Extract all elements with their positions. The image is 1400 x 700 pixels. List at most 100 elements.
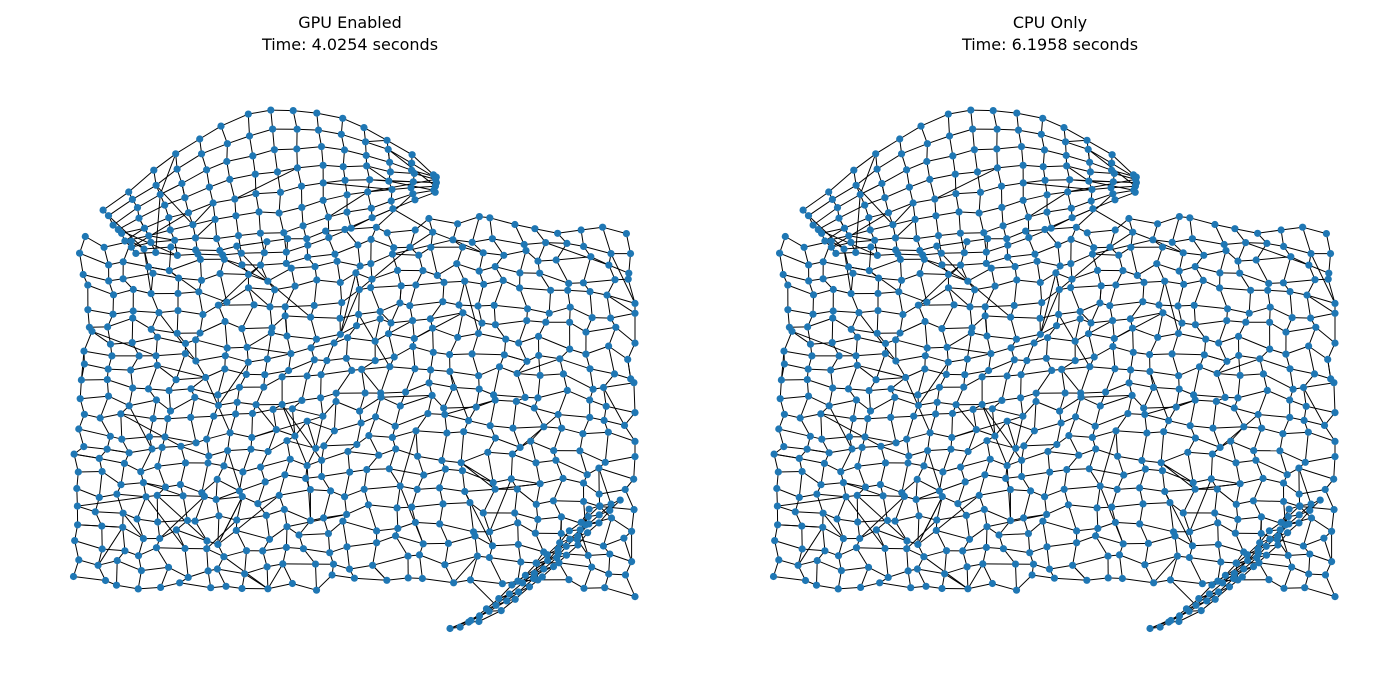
gpu-graph-edge [217,568,245,575]
cpu-graph-node [903,537,911,545]
gpu-graph-edge [464,281,479,334]
gpu-graph-edge [510,454,513,479]
gpu-graph-node [196,329,204,337]
gpu-graph-edge [389,161,412,171]
cpu-graph-node [801,576,810,585]
gpu-graph-edge [116,584,139,590]
cpu-graph-edge [974,148,997,151]
cpu-graph-node [1279,430,1287,438]
gpu-graph-edge [471,353,480,376]
gpu-graph-edge [534,228,558,234]
gpu-graph-node [628,558,636,566]
cpu-graph-edge [1305,456,1336,463]
cpu-graph-node [981,303,989,311]
cpu-graph-node [1304,428,1312,436]
cpu-graph-edge [1306,294,1336,314]
gpu-graph-node [119,258,127,266]
cpu-graph-node [1085,465,1093,473]
cpu-graph-edge [1306,294,1336,304]
cpu-graph-edge [1218,544,1244,553]
gpu-graph-node [339,163,347,171]
gpu-graph-edge [603,382,634,388]
gpu-graph-node [213,235,221,243]
gpu-graph-node [255,208,263,216]
cpu-graph-edge [843,248,852,294]
cpu-graph-node [1003,417,1011,425]
gpu-graph-edge [148,235,175,241]
cpu-graph-edge [913,198,935,204]
cpu-graph-edge [799,395,809,419]
cpu-graph-edge [1193,366,1200,396]
cpu-graph-node [1050,574,1058,582]
cpu-graph-edge [779,253,784,275]
cpu-graph-node [975,209,983,217]
gpu-graph-edge [604,587,636,598]
gpu-graph-node [621,485,629,494]
gpu-graph-node [449,383,458,391]
cpu-graph-edge [965,515,970,540]
cpu-graph-node [1215,588,1223,596]
cpu-graph-edge [997,164,1024,169]
cpu-graph-edge [906,161,927,171]
cpu-graph-node [914,401,923,409]
cpu-graph-edge [1113,181,1137,184]
gpu-graph-node [129,384,137,392]
gpu-graph-node [91,508,99,516]
gpu-graph-node [95,493,103,501]
cpu-graph-node [1276,526,1284,534]
gpu-graph-edge [368,435,380,456]
gpu-graph-edge [176,310,179,334]
gpu-graph-node [152,248,160,257]
gpu-graph-node [330,427,338,435]
cpu-graph-edge [831,318,834,343]
gpu-graph-edge [557,390,568,415]
cpu-graph-node [1299,383,1308,392]
gpu-graph-edge [366,165,390,182]
gpu-graph-node [475,213,483,221]
cpu-graph-node [840,224,849,232]
cpu-graph-node [903,166,911,174]
cpu-graph-edge [940,252,969,282]
cpu-graph-node [1069,561,1077,569]
gpu-graph-node [251,170,259,178]
gpu-graph-edge [192,202,214,226]
cpu-graph-node [1247,286,1255,294]
cpu-graph-edge [949,128,973,137]
gpu-graph-edge [453,386,480,390]
cpu-graph-edge [993,110,1017,114]
gpu-graph-node [135,352,143,360]
cpu-graph-edge [1105,368,1116,393]
gpu-graph-node [284,235,292,243]
cpu-graph-edge [980,185,1002,193]
gpu-graph-node [585,520,593,528]
cpu-graph-edge [1128,218,1158,225]
gpu-graph-node [135,214,143,222]
gpu-graph-edge [265,515,270,540]
gpu-graph-node [283,437,291,445]
gpu-graph-edge [244,550,247,574]
gpu-graph-node [563,386,571,394]
cpu-graph-edge [1018,129,1042,135]
cpu-graph-edge [1007,253,1035,258]
gpu-graph-edge [354,577,387,581]
gpu-graph-edge [239,481,266,492]
cpu-graph-node [905,452,913,460]
cpu-graph-edge [1204,354,1228,362]
cpu-graph-node [1085,330,1093,338]
gpu-graph-node [125,449,133,457]
cpu-graph-edge [978,206,1002,214]
gpu-graph-edge [341,133,366,143]
gpu-graph-edge [194,496,205,522]
cpu-graph-edge [1058,246,1111,290]
gpu-graph-node [512,397,520,405]
cpu-graph-edge [817,560,842,572]
gpu-graph-node [105,261,113,269]
gpu-graph-node [104,323,112,331]
cpu-graph-edge [832,317,852,330]
cpu-graph-node [913,475,921,483]
gpu-graph-node [566,345,574,353]
cpu-graph-edge [944,573,969,590]
cpu-graph-edge [807,379,833,389]
cpu-graph-node [803,376,811,384]
cpu-graph-node [1149,383,1158,391]
